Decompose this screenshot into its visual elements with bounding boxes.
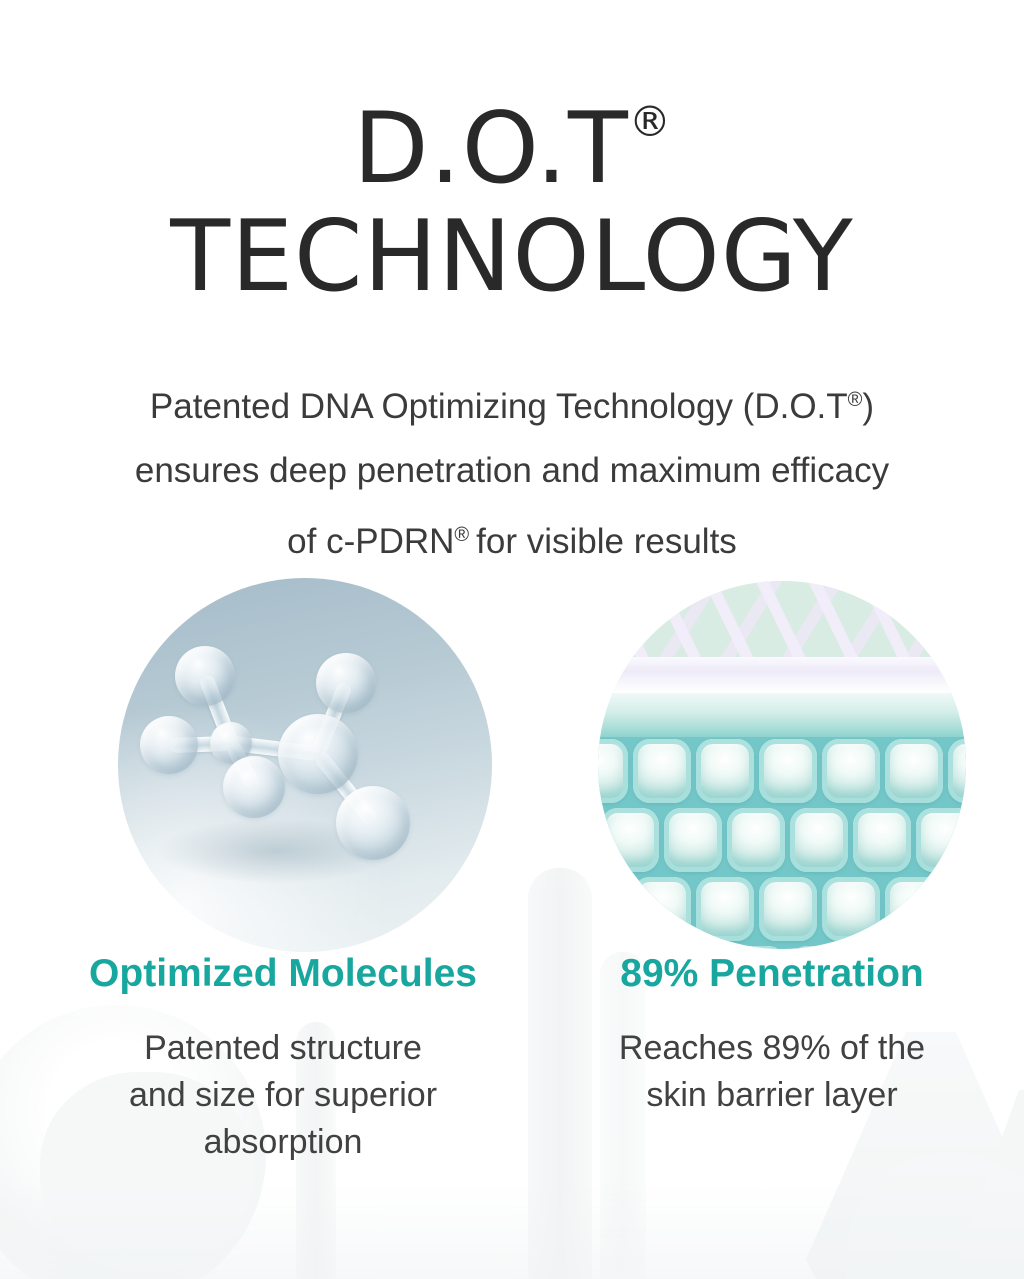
skin-cell [853, 808, 911, 872]
intro-line-2: ensures deep penetration and maximum eff… [134, 451, 890, 490]
skin-cell [601, 946, 659, 949]
skin-cell [916, 946, 966, 949]
skin-cell [598, 739, 628, 803]
table-reflection [0, 1182, 1024, 1279]
skin-surface-layer [598, 581, 966, 657]
intro-paragraph: Patented DNA Optimizing Technology (D.O.… [0, 368, 1024, 574]
molecule-atom [278, 714, 358, 794]
skin-cell [696, 877, 754, 941]
skin-cell [822, 877, 880, 941]
cell-row [598, 739, 966, 803]
intro-line-1: Patented DNA Optimizing Technology (D.O.… [149, 387, 875, 426]
feature-description: Reaches 89% of the skin barrier layer [618, 1029, 926, 1114]
title-line2: TECHNOLOGY [170, 200, 854, 314]
skin-cells-image [598, 581, 966, 949]
skin-cell [633, 877, 691, 941]
molecule-atom [316, 653, 376, 713]
skin-cell [916, 808, 966, 872]
skin-cells-grid [598, 737, 966, 949]
skin-cell [853, 946, 911, 949]
molecule-atom [140, 716, 198, 774]
skin-cell [727, 946, 785, 949]
skin-cell [633, 739, 691, 803]
skin-cell [948, 877, 966, 941]
skin-cell [696, 739, 754, 803]
skin-surface-band [598, 657, 966, 693]
skin-cell [885, 739, 943, 803]
registered-trademark-symbol: ® [847, 389, 863, 411]
cell-row [598, 946, 966, 949]
skin-cell [790, 808, 848, 872]
title-line1: D.O.T® [353, 92, 671, 206]
feature-description: Patented structure and size for superior… [128, 1029, 438, 1161]
skin-cell [759, 739, 817, 803]
skin-cell [727, 808, 785, 872]
molecule-image [118, 578, 492, 952]
skin-cell [790, 946, 848, 949]
page-title: D.O.T® TECHNOLOGY [0, 68, 1024, 311]
intro-line-3: of c-PDRN® for visible results [287, 522, 737, 561]
molecule-atom [336, 786, 410, 860]
registered-trademark-symbol: ® [628, 97, 671, 146]
skin-cell [664, 946, 722, 949]
skin-cell [598, 877, 628, 941]
skin-cell [948, 739, 966, 803]
registered-trademark-symbol: ® [454, 524, 470, 546]
flask-bowl-shape [846, 1152, 1024, 1279]
skin-cell [601, 808, 659, 872]
feature-heading: Optimized Molecules [89, 952, 477, 995]
skin-cell [885, 877, 943, 941]
feature-optimized-molecules: Optimized Molecules Patented structure a… [63, 952, 503, 1166]
skin-cell [759, 877, 817, 941]
feature-penetration: 89% Penetration Reaches 89% of the skin … [562, 952, 982, 1119]
serum-gradient-band [598, 693, 966, 737]
feature-heading: 89% Penetration [620, 952, 924, 995]
molecule-atom [223, 756, 285, 818]
cell-row [598, 808, 966, 872]
skin-cell [822, 739, 880, 803]
skin-cell [664, 808, 722, 872]
cell-row [598, 877, 966, 941]
molecule-atom [175, 646, 235, 706]
